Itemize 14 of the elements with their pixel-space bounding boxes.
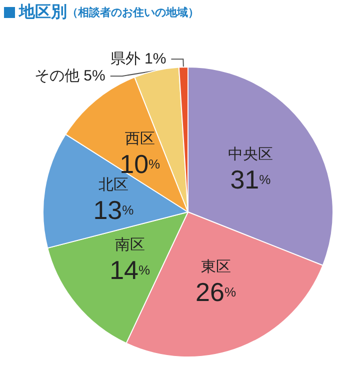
data-label: 13% (93, 195, 134, 226)
data-label: 14% (110, 255, 151, 286)
slice-label: その他 5% (34, 68, 106, 85)
slice-label: 中央区 (228, 146, 273, 164)
data-label: 31% (230, 164, 272, 195)
chart-subtitle: （相談者のお住いの地域） (67, 5, 199, 20)
slice-label: 西区 (124, 130, 155, 148)
slice-label: 県外 1% (110, 50, 166, 68)
data-label: 26% (196, 277, 236, 308)
slice-label: 南区 (114, 236, 145, 254)
slice-label: 東区 (200, 258, 231, 276)
chart-title: 地区別 (19, 2, 67, 23)
data-label: 10% (120, 148, 161, 179)
slice-label: 北区 (98, 176, 128, 194)
